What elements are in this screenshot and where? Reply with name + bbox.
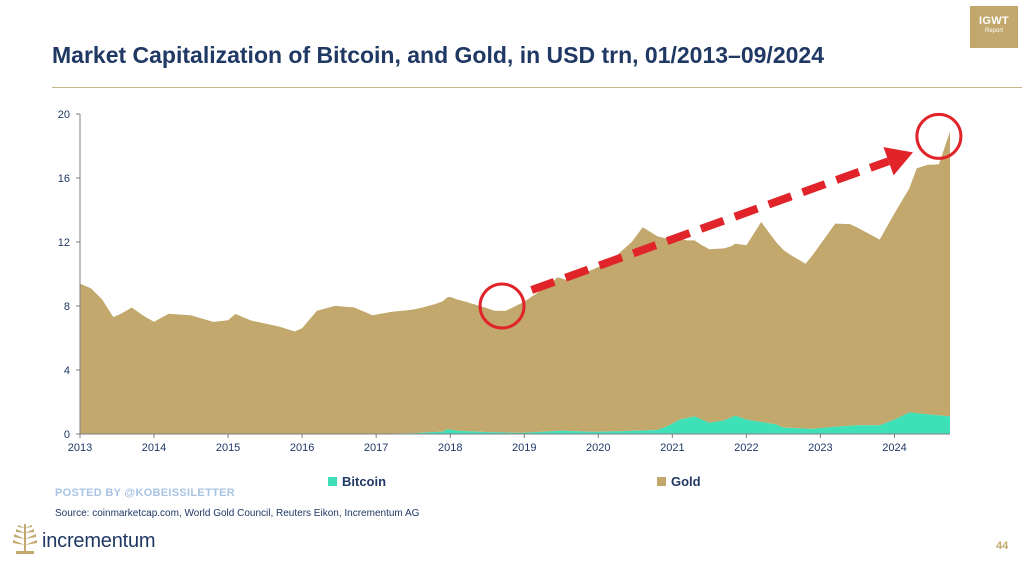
highlight-circle [915, 112, 963, 160]
x-tick-label: 2016 [290, 442, 314, 454]
x-tick-label: 2018 [438, 442, 462, 454]
x-tick-label: 2021 [660, 442, 684, 454]
page-title: Market Capitalization of Bitcoin, and Go… [52, 42, 824, 68]
gold-area [80, 131, 950, 434]
x-tick-label: 2013 [68, 442, 92, 454]
legend-label-bitcoin: Bitcoin [342, 474, 387, 489]
x-tick-label: 2014 [142, 442, 166, 454]
incrementum-logo-icon [13, 524, 37, 554]
y-tick-label: 12 [58, 237, 70, 249]
legend-swatch-bitcoin [328, 477, 337, 486]
page-number: 44 [996, 540, 1009, 552]
highlight-circle [478, 282, 526, 330]
legend-item-gold: Gold [657, 474, 701, 489]
trend-arrow-head [883, 147, 913, 176]
legend-label-gold: Gold [671, 474, 701, 489]
y-tick-label: 16 [58, 173, 70, 185]
legend-item-bitcoin: Bitcoin [328, 474, 386, 489]
x-tick-label: 2017 [364, 442, 388, 454]
x-tick-label: 2015 [216, 442, 240, 454]
x-tick-label: 2024 [882, 442, 906, 454]
x-tick-label: 2022 [734, 442, 758, 454]
bitcoin-area [80, 412, 950, 434]
market-cap-area-chart: 0 4 8 12 16 20 2013 2014 2015 2016 2017 2018 2019 202… [58, 109, 963, 454]
y-tick-label: 20 [58, 109, 70, 121]
y-tick-label: 8 [64, 301, 70, 313]
legend-swatch-gold [657, 477, 666, 486]
incrementum-logo-text: incrementum [42, 530, 156, 552]
trend-arrow-shaft [530, 157, 890, 294]
x-tick-label: 2019 [512, 442, 536, 454]
badge-sub-text: Report [984, 28, 1003, 34]
x-tick-label: 2020 [586, 442, 610, 454]
y-tick-label: 4 [64, 365, 70, 377]
x-tick-label: 2023 [808, 442, 832, 454]
badge-main-text: IGWT [979, 15, 1009, 27]
source-note: Source: coinmarketcap.com, World Gold Co… [55, 508, 420, 519]
y-tick-label: 0 [64, 429, 70, 441]
posted-by-watermark: POSTED BY @KOBEISSILETTER [55, 487, 235, 499]
title-divider [52, 87, 1022, 88]
igwt-report-badge: IGWT Report [970, 6, 1018, 48]
